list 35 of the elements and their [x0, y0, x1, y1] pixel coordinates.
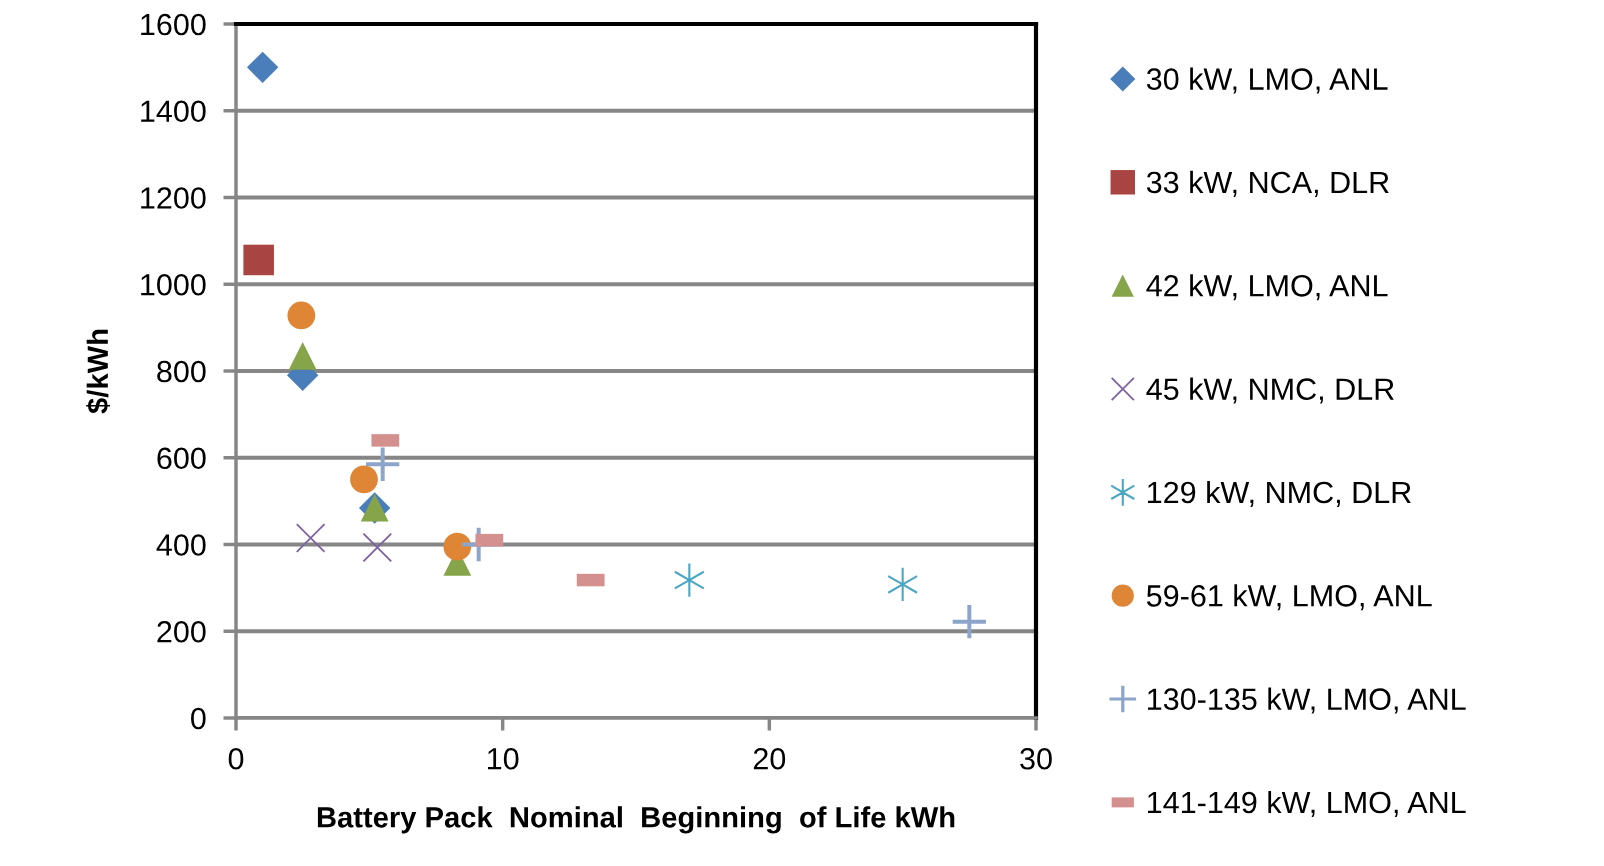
x-tick-label: 30 [1020, 747, 1052, 770]
legend-label: 42 kW, LMO, ANL [1146, 274, 1388, 301]
point [362, 532, 393, 563]
y-tick-label: 800 [157, 360, 206, 383]
point [366, 447, 400, 481]
legend-label: 59-61 kW, LMO, ANL [1146, 584, 1432, 611]
y-axis-title: $/kWh [86, 329, 110, 414]
y-tick-label: 600 [157, 447, 206, 470]
point [952, 605, 986, 639]
y-tick-label: 1600 [141, 13, 206, 36]
x-tick-label: 20 [753, 747, 786, 770]
legend-label: 30 kW, LMO, ANL [1146, 67, 1388, 94]
legend-label: 130-135 kW, LMO, ANL [1148, 687, 1466, 714]
legend-label: 141-149 kW, LMO, ANL [1148, 790, 1466, 817]
y-tick-label: 1400 [141, 100, 206, 123]
y-tick-label: 0 [191, 707, 206, 730]
y-tick-label: 1000 [141, 273, 206, 296]
y-tick-label: 200 [157, 620, 206, 643]
x-axis-title: Battery Pack Nominal Beginning of Life kWh [317, 806, 955, 834]
point [443, 532, 472, 561]
x-tick-label: 10 [488, 747, 519, 770]
point [246, 51, 279, 84]
point [673, 562, 705, 598]
point [350, 465, 378, 494]
point [243, 244, 274, 276]
point [288, 341, 317, 370]
point [287, 301, 316, 330]
y-tick-label: 400 [156, 534, 206, 556]
legend-label: 33 kW, NCA, DLR [1146, 170, 1389, 197]
legend-label: 45 kW, NMC, DLR [1146, 377, 1394, 404]
point [295, 523, 326, 553]
point [887, 566, 919, 603]
y-tick-label: 1200 [141, 187, 206, 209]
legend-label: 129 kW, NMC, DLR [1148, 480, 1411, 507]
x-tick-label: 0 [228, 747, 244, 770]
